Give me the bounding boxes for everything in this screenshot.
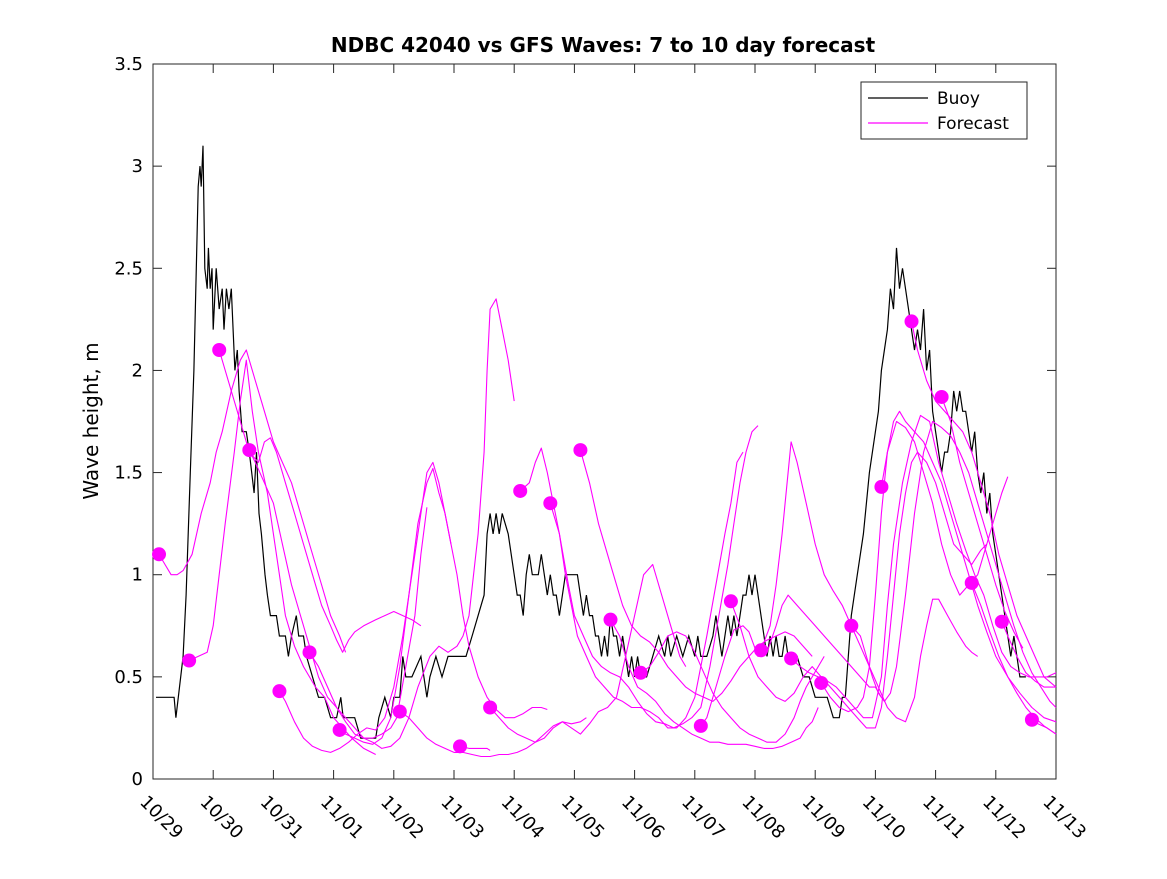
forecast-start-marker	[182, 653, 197, 668]
forecast-series-line	[790, 414, 1057, 719]
forecast-series-line	[850, 420, 1057, 708]
forecast-start-marker	[573, 443, 588, 458]
forecast-start-marker	[994, 614, 1009, 629]
forecast-series-line	[579, 449, 813, 702]
forecast-start-marker	[302, 645, 317, 660]
forecast-start-marker	[453, 739, 468, 754]
forecast-series-line	[610, 619, 819, 749]
forecast-start-marker	[272, 684, 287, 699]
forecast-start-marker	[332, 722, 347, 737]
chart-title: NDBC 42040 vs GFS Waves: 7 to 10 day for…	[331, 33, 876, 57]
series-layer	[152, 145, 1057, 758]
forecast-series-line	[640, 631, 825, 743]
forecast-series-line	[1001, 621, 1056, 688]
forecast-start-marker	[784, 651, 799, 666]
legend: Buoy Forecast	[860, 81, 1028, 140]
forecast-series-line	[549, 425, 759, 729]
forecast-start-marker	[513, 483, 528, 498]
forecast-start-marker	[1024, 712, 1039, 727]
forecast-start-marker	[152, 547, 167, 562]
y-tick-label: 3	[132, 156, 143, 177]
forecast-start-marker	[483, 700, 498, 715]
y-tick-label: 2	[132, 360, 143, 381]
y-tick-label: 0	[132, 769, 143, 790]
forecast-start-marker	[754, 643, 769, 658]
forecast-series-line	[700, 594, 882, 727]
forecast-series-line	[730, 451, 988, 729]
forecast-start-marker	[633, 665, 648, 680]
y-axis-label: Wave height, m	[79, 342, 103, 499]
forecast-start-marker	[904, 314, 919, 329]
forecast-start-marker	[874, 479, 889, 494]
forecast-series-line	[278, 461, 452, 753]
forecast-start-marker	[392, 704, 407, 719]
forecast-series-line	[399, 711, 587, 758]
forecast-start-marker	[242, 443, 257, 458]
forecast-start-marker	[693, 718, 708, 733]
forecast-start-marker	[603, 612, 618, 627]
forecast-start-marker	[212, 343, 227, 357]
forecast-start-marker	[844, 618, 859, 633]
forecast-series-line	[158, 349, 347, 653]
forecast-series-line	[910, 321, 1057, 688]
forecast-series-line	[248, 449, 428, 739]
forecast-start-marker	[543, 496, 558, 511]
y-tick-label: 2.5	[114, 258, 143, 279]
legend-label-buoy: Buoy	[937, 89, 980, 109]
legend-label-forecast: Forecast	[937, 114, 1009, 134]
y-tick-label: 3.5	[114, 54, 143, 75]
plot-area-frame	[152, 63, 1057, 780]
forecast-series-line	[820, 410, 1057, 723]
forecast-series-line	[339, 467, 548, 745]
forecast-start-marker	[723, 594, 738, 609]
forecast-start-marker	[964, 575, 979, 590]
y-tick-label: 0.5	[114, 667, 143, 688]
forecast-series-line	[188, 359, 376, 755]
y-tick-label: 1.5	[114, 463, 143, 484]
forecast-series-line	[309, 298, 515, 749]
forecast-series-line	[971, 582, 1057, 735]
forecast-series-line	[880, 420, 1009, 596]
forecast-series-line	[941, 396, 1024, 649]
buoy-series-line	[156, 145, 1026, 739]
legend-box	[860, 81, 1028, 140]
forecast-series-line	[489, 563, 687, 743]
forecast-start-marker	[814, 675, 829, 690]
y-tick-label: 1	[132, 565, 143, 586]
forecast-start-marker	[934, 389, 949, 404]
